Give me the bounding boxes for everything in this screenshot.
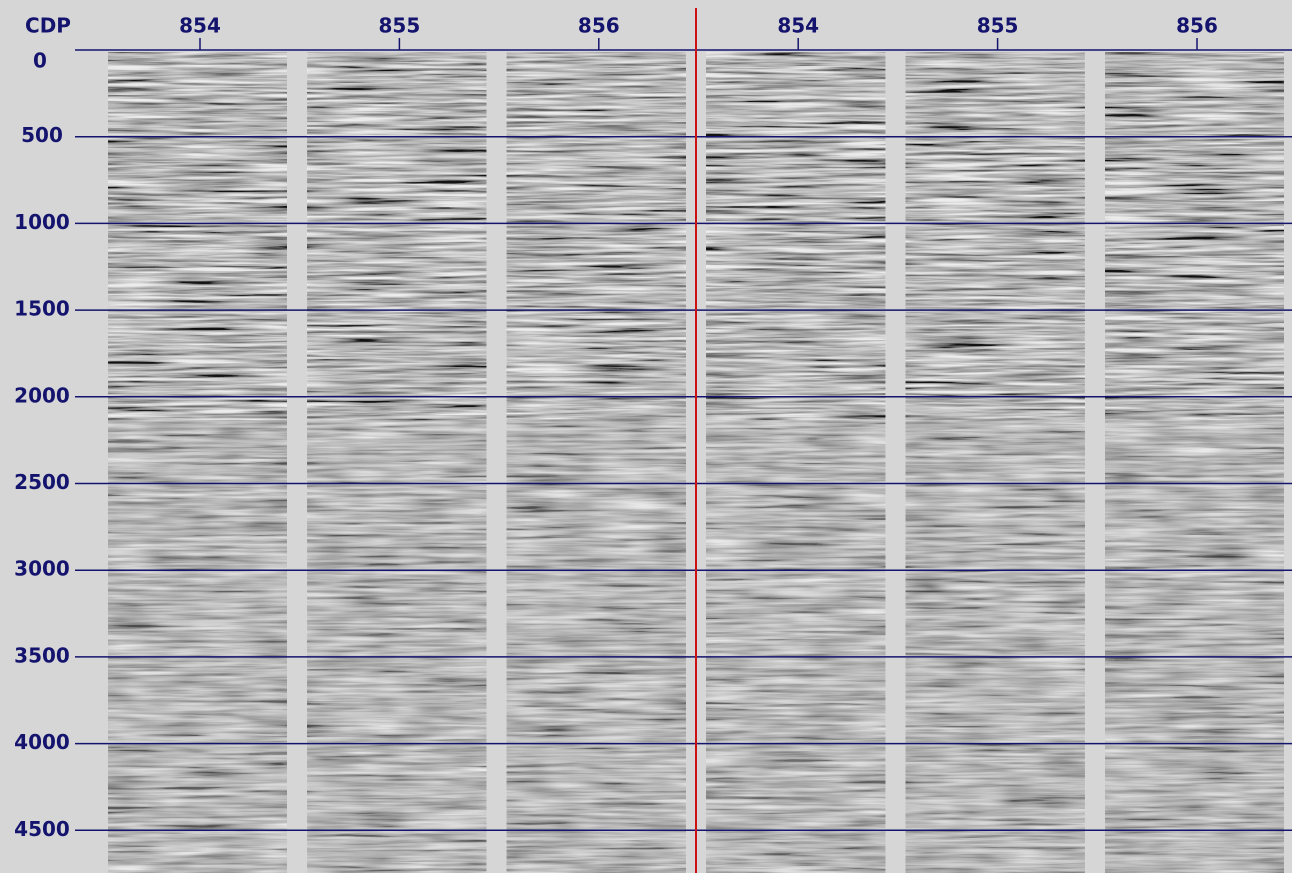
time-tick-label: 1000 xyxy=(14,210,70,234)
seismic-texture-deep xyxy=(506,420,686,873)
panel-label: 856 xyxy=(1176,14,1218,38)
time-tick-label: 500 xyxy=(21,123,63,147)
time-tick-label: 3500 xyxy=(14,643,70,667)
header-label: CDP xyxy=(25,14,71,38)
seismic-texture-deep xyxy=(905,420,1085,873)
seismic-texture-deep xyxy=(307,420,487,873)
time-tick-label: 4500 xyxy=(14,817,70,841)
time-tick-label: 2500 xyxy=(14,470,70,494)
time-tick-label: 1500 xyxy=(14,297,70,321)
time-tick-label: 0 xyxy=(33,49,47,73)
panel-label: 855 xyxy=(379,14,421,38)
panel-label: 855 xyxy=(977,14,1019,38)
panel-label: 854 xyxy=(179,14,221,38)
panel-label: 856 xyxy=(578,14,620,38)
panel-label: 854 xyxy=(777,14,819,38)
seismic-texture-deep xyxy=(108,420,287,873)
time-tick-label: 3000 xyxy=(14,557,70,581)
time-tick-label: 4000 xyxy=(14,730,70,754)
time-tick-label: 2000 xyxy=(14,383,70,407)
seismic-texture-deep xyxy=(706,420,886,873)
seismic-texture-deep xyxy=(1105,420,1284,873)
